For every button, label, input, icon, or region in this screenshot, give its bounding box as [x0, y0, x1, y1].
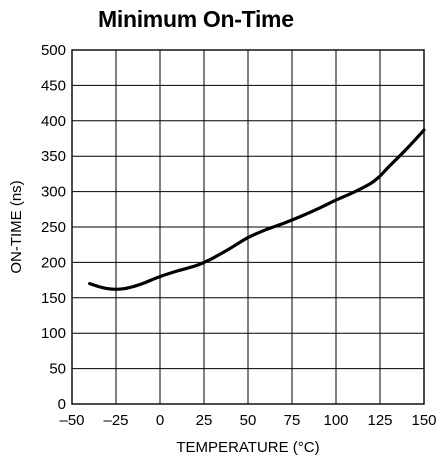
- y-tick-label: 150: [41, 290, 66, 307]
- y-tick-label: 400: [41, 113, 66, 130]
- y-tick-label: 50: [49, 361, 66, 378]
- series-layer: [88, 128, 426, 291]
- chart-title: Minimum On-Time: [98, 6, 294, 32]
- x-tick-label: 100: [323, 412, 348, 429]
- y-axis-label: ON-TIME (ns): [8, 180, 25, 273]
- x-tick-label: 50: [240, 412, 257, 429]
- y-tick-label: 100: [41, 325, 66, 342]
- series-line: [88, 128, 426, 291]
- y-tick-label: 250: [41, 219, 66, 236]
- x-tick-label: –50: [59, 412, 84, 429]
- x-tick-label: 25: [196, 412, 213, 429]
- grid-lines: [71, 49, 425, 405]
- x-tick-label: 150: [411, 412, 436, 429]
- x-tick-label: 75: [284, 412, 301, 429]
- y-tick-label: 450: [41, 77, 66, 94]
- x-tick-label: 125: [367, 412, 392, 429]
- x-tick-labels: –50 –25 0 25 50 75 100 125 150: [59, 412, 436, 429]
- y-tick-label: 300: [41, 184, 66, 201]
- x-tick-label: 0: [156, 412, 164, 429]
- y-tick-labels: 0 50 100 150 200 250 300 350 400 450 500: [41, 42, 66, 413]
- x-tick-label: –25: [103, 412, 128, 429]
- y-tick-label: 500: [41, 42, 66, 59]
- y-tick-label: 200: [41, 254, 66, 271]
- y-tick-label: 0: [58, 396, 66, 413]
- y-tick-label: 350: [41, 148, 66, 165]
- x-axis-label: TEMPERATURE (°C): [176, 439, 319, 456]
- plot-frame: [71, 49, 425, 405]
